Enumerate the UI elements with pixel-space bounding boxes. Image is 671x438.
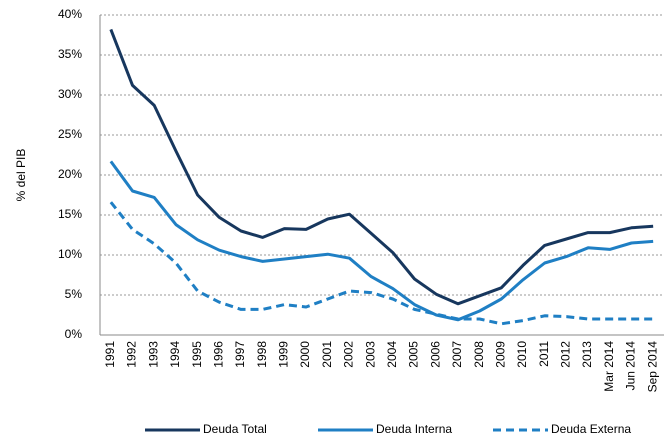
x-tick-label: 1992 — [125, 341, 139, 368]
x-tick-label: 2001 — [320, 341, 334, 368]
x-tick-label: 2008 — [472, 341, 486, 368]
x-tick-label: 1991 — [103, 341, 117, 368]
x-tick-label: Sep 2014 — [645, 341, 659, 393]
x-tick-label: 2007 — [450, 341, 464, 368]
y-tick-label: 10% — [58, 247, 82, 261]
x-tick-label: 2010 — [515, 341, 529, 368]
y-tick-label: 40% — [58, 7, 82, 21]
legend-label: Deuda Interna — [376, 422, 452, 436]
x-tick-label: 2011 — [537, 341, 551, 367]
x-tick-label: Mar 2014 — [602, 341, 616, 392]
y-tick-label: 5% — [65, 287, 83, 301]
x-tick-label: 2009 — [493, 341, 507, 368]
legend-label: Deuda Total — [203, 422, 267, 436]
y-tick-label: 30% — [58, 87, 82, 101]
x-tick-label: 1997 — [233, 341, 247, 368]
x-tick-label: 2003 — [363, 341, 377, 368]
y-tick-label: 15% — [58, 207, 82, 221]
x-tick-label: 1993 — [146, 341, 160, 368]
x-tick-label: 2000 — [298, 341, 312, 368]
y-axis-label: % del PIB — [14, 149, 28, 202]
line — [109, 160, 654, 322]
x-tick-label: 2013 — [580, 341, 594, 368]
x-tick-label: 1995 — [190, 341, 204, 368]
x-tick-label: 1999 — [277, 341, 291, 368]
y-tick-label: 20% — [58, 167, 82, 181]
x-tick-label: 2002 — [342, 341, 356, 368]
x-tick-label: 2005 — [407, 341, 421, 368]
x-tick-label: 1996 — [211, 341, 225, 368]
x-tick-label: 1998 — [255, 341, 269, 368]
y-tick-label: 25% — [58, 127, 82, 141]
y-tick-label: 35% — [58, 47, 82, 61]
x-tick-label: 2004 — [385, 341, 399, 368]
x-tick-label: 2006 — [428, 341, 442, 368]
x-tick-label: 2012 — [559, 341, 573, 368]
line — [109, 28, 654, 306]
x-tick-label: 1994 — [168, 341, 182, 368]
x-tick-label: Jun 2014 — [624, 341, 638, 391]
line — [109, 201, 654, 326]
y-tick-label: 0% — [65, 327, 83, 341]
legend-label: Deuda Externa — [551, 422, 631, 436]
